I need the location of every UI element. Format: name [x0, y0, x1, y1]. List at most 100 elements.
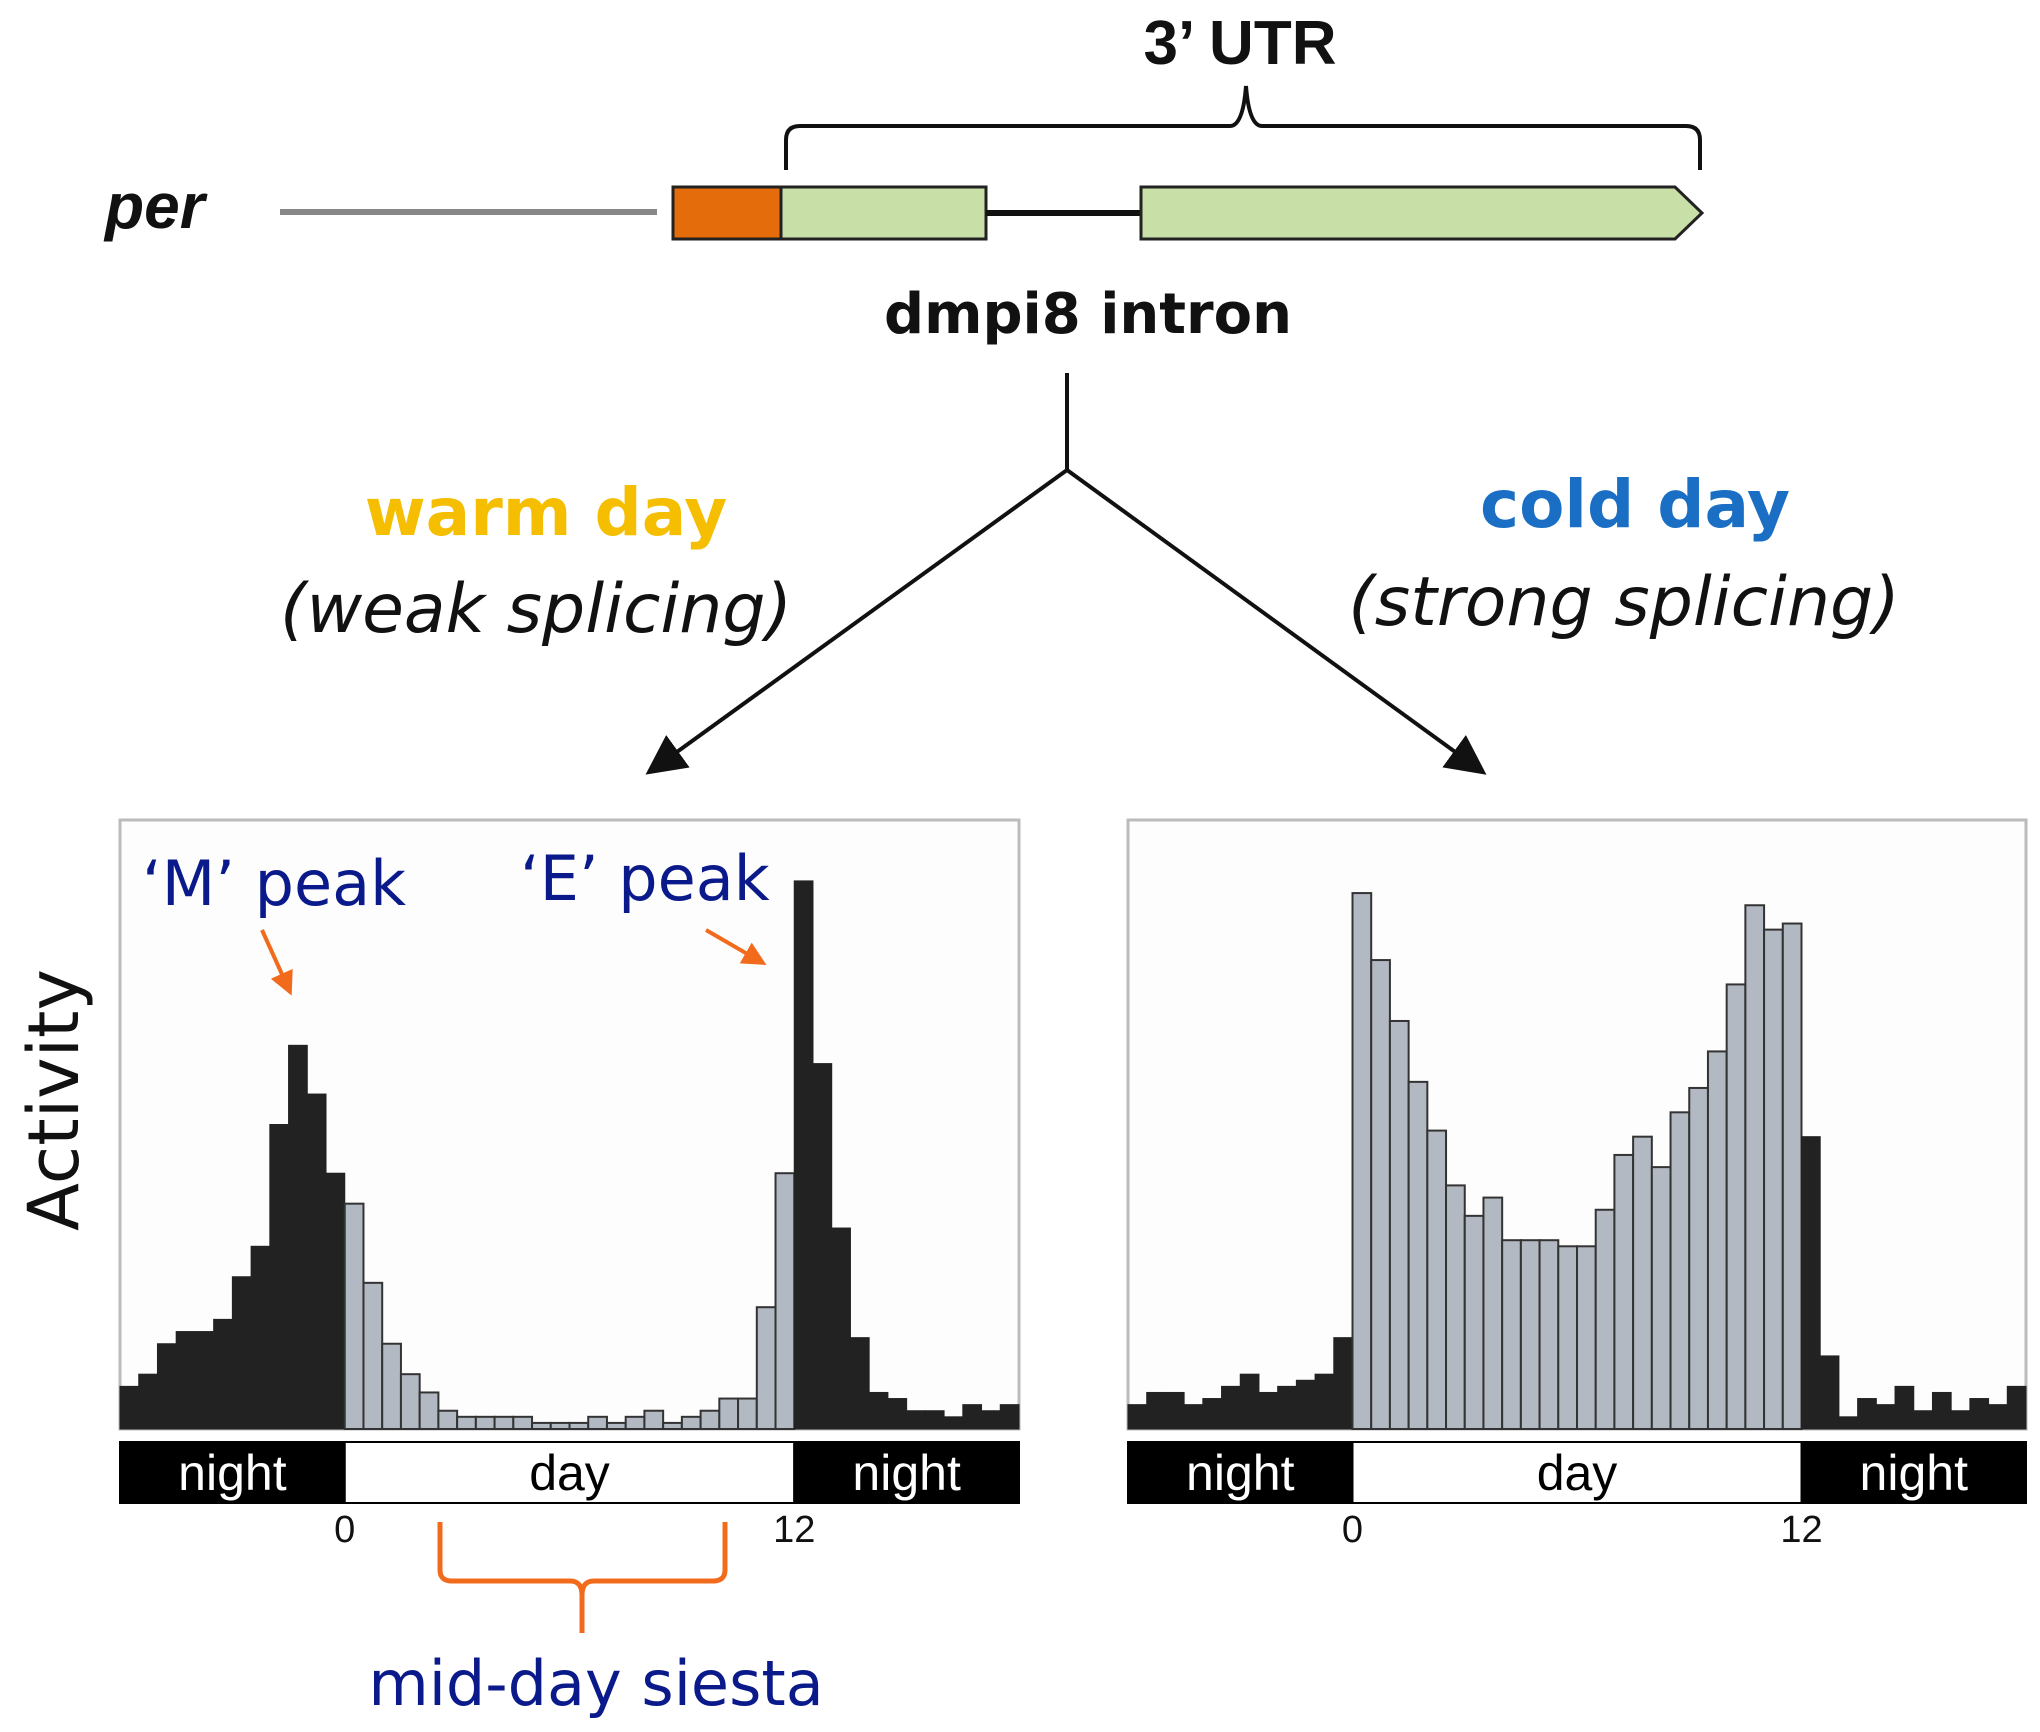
night-activity-bar — [1931, 1391, 1952, 1430]
night-activity-bar — [1277, 1385, 1297, 1430]
day-activity-bar — [662, 1421, 683, 1431]
day-activity-bar — [1538, 1239, 1560, 1430]
day-activity-bar — [474, 1415, 496, 1430]
light-phase-label: day — [529, 1445, 610, 1501]
m-peak-label: ‘M’ peak — [142, 847, 406, 920]
night-activity-bar — [1164, 1391, 1185, 1430]
warm-activity-chart: night day night 0 12 — [118, 818, 1021, 1551]
day-activity-bar — [605, 1421, 627, 1431]
day-activity-bar — [1557, 1245, 1578, 1431]
day-activity-bar — [1519, 1239, 1541, 1430]
night-activity-bar — [213, 1318, 233, 1430]
cold-title: cold day — [1480, 466, 1790, 543]
light-phase-night — [1800, 1441, 2027, 1504]
day-activity-bar — [624, 1415, 646, 1430]
cold-subtitle: (strong splicing) — [1348, 563, 1900, 642]
day-activity-bar — [1744, 904, 1766, 1430]
day-activity-bar — [737, 1397, 758, 1431]
day-activity-bar — [1576, 1245, 1597, 1431]
day-activity-bar — [1426, 1129, 1448, 1430]
night-activity-bar — [1913, 1410, 1933, 1430]
night-activity-bar — [924, 1410, 945, 1430]
night-activity-bar — [1950, 1410, 1971, 1430]
utr-exon-2 — [1139, 185, 1705, 241]
night-activity-bar — [1295, 1379, 1316, 1430]
utr-label: 3’ UTR — [1144, 9, 1337, 78]
day-activity-bar — [381, 1342, 402, 1430]
night-activity-bar — [999, 1404, 1020, 1430]
utr-exon-1 — [779, 185, 988, 241]
day-activity-bar — [1763, 928, 1784, 1430]
night-activity-bar — [175, 1331, 196, 1430]
day-activity-bar — [362, 1281, 384, 1430]
day-activity-bar — [1781, 922, 1803, 1431]
night-activity-bar — [793, 880, 814, 1430]
night-activity-bar — [306, 1093, 327, 1430]
day-activity-bar — [1388, 1019, 1410, 1430]
x-tick-label: 12 — [1780, 1509, 1822, 1551]
night-activity-bar — [1894, 1385, 1915, 1430]
night-activity-bar — [962, 1404, 983, 1430]
utr-brace — [784, 85, 1702, 170]
night-activity-bar — [906, 1410, 926, 1430]
day-activity-bar — [456, 1415, 477, 1430]
light-phase-day — [1351, 1441, 1803, 1504]
x-tick-label: 12 — [773, 1509, 815, 1551]
day-activity-bar — [1482, 1196, 1504, 1430]
night-activity-bar — [325, 1172, 346, 1430]
night-activity-bar — [1202, 1398, 1223, 1430]
night-activity-bar — [1146, 1391, 1166, 1430]
night-activity-bar — [981, 1410, 1001, 1430]
night-activity-bar — [831, 1227, 851, 1430]
day-activity-bar — [1351, 892, 1373, 1430]
day-activity-bar — [493, 1415, 515, 1430]
night-activity-bar — [1127, 1404, 1148, 1430]
day-activity-bar — [512, 1415, 534, 1430]
day-activity-bar — [680, 1415, 702, 1430]
night-activity-bar — [1239, 1373, 1260, 1430]
night-activity-bar — [288, 1044, 308, 1430]
night-activity-bar — [943, 1416, 964, 1430]
light-phase-label: day — [1537, 1445, 1618, 1501]
light-phase-night — [793, 1441, 1020, 1504]
light-phase-label: night — [1860, 1445, 1969, 1501]
night-activity-bar — [138, 1373, 158, 1430]
night-activity-bar — [250, 1245, 271, 1430]
day-activity-bar — [343, 1202, 365, 1431]
intron-label: dmpi8 intron — [884, 282, 1292, 347]
night-activity-bar — [1258, 1391, 1279, 1430]
night-activity-bar — [1969, 1398, 1990, 1430]
siesta-label: mid-day siesta — [368, 1647, 823, 1720]
day-activity-bar — [1650, 1166, 1672, 1430]
x-tick-label: 0 — [1342, 1509, 1363, 1551]
light-phase-night — [119, 1441, 346, 1504]
day-activity-bar — [1725, 983, 1747, 1430]
day-activity-bar — [549, 1421, 571, 1431]
day-activity-bar — [643, 1409, 665, 1430]
day-activity-bar — [1370, 959, 1391, 1430]
day-activity-bar — [1706, 1050, 1728, 1431]
day-activity-bar — [1594, 1208, 1616, 1431]
y-axis-label: Activity — [13, 969, 95, 1231]
day-activity-bar — [587, 1415, 608, 1430]
day-activity-bar — [568, 1421, 590, 1431]
coding-exon — [671, 185, 783, 241]
night-activity-bar — [1819, 1355, 1840, 1430]
gene-name: per — [103, 170, 208, 242]
light-phase-label: night — [852, 1445, 961, 1501]
day-activity-bar — [1669, 1111, 1691, 1430]
light-phase-day — [343, 1441, 796, 1504]
e-peak-arrow — [704, 928, 767, 966]
cold-activity-chart: night day night 0 12 — [1126, 818, 2028, 1551]
night-activity-bar — [1221, 1385, 1241, 1430]
warm-title: warm day — [365, 474, 728, 551]
day-activity-bar — [1463, 1214, 1485, 1430]
day-activity-bar — [1613, 1153, 1635, 1430]
night-activity-bar — [156, 1343, 177, 1430]
day-activity-bar — [1632, 1135, 1653, 1431]
day-activity-bar — [1445, 1184, 1466, 1431]
day-activity-bar — [755, 1306, 777, 1430]
night-activity-bar — [1857, 1398, 1877, 1430]
day-activity-bar — [1688, 1086, 1709, 1430]
